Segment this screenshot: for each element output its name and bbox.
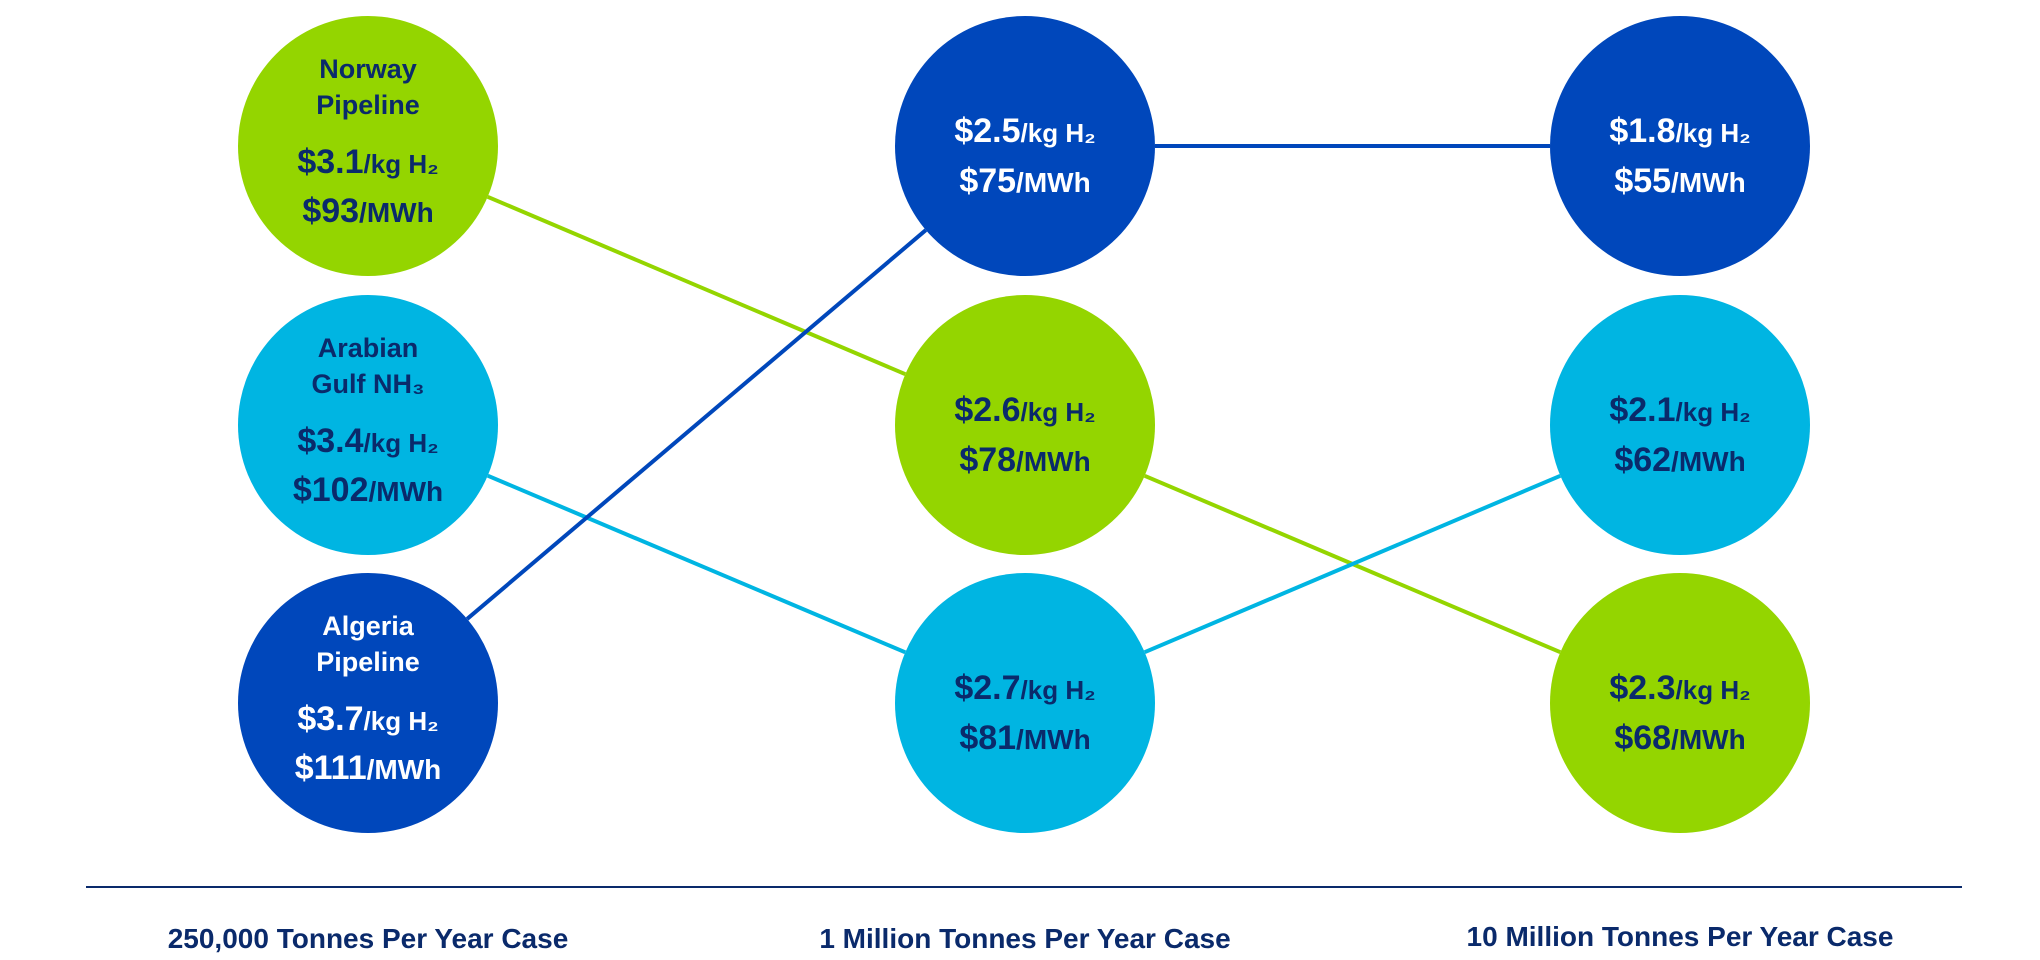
route-link-1-1 <box>1143 473 1562 655</box>
cost-per-kg: $2.6/kg H₂ <box>954 391 1095 429</box>
route-nodes: Norway Pipeline $3.1/kg H₂ $93/MWh $2.6/kg H… <box>238 16 1810 833</box>
route-node: Norway Pipeline $3.1/kg H₂ $93/MWh <box>238 16 498 276</box>
route-node: $2.6/kg H₂ $78/MWh <box>895 295 1155 555</box>
route-node-circle <box>1550 16 1810 276</box>
route-link-0-0 <box>486 194 907 377</box>
route-name-line: Gulf NH₃ <box>312 369 425 399</box>
cost-per-kg: $3.7/kg H₂ <box>297 700 438 738</box>
route-node: $2.3/kg H₂ $68/MWh <box>1550 573 1810 833</box>
route-node-circle <box>238 295 498 555</box>
cost-per-kg: $2.5/kg H₂ <box>954 112 1095 150</box>
route-node: $2.7/kg H₂ $81/MWh <box>895 573 1155 833</box>
column-label-10m: 10 Million Tonnes Per Year Case <box>1467 921 1894 952</box>
cost-per-kg: $2.1/kg H₂ <box>1609 391 1750 429</box>
route-node-circle <box>895 16 1155 276</box>
cost-per-mwh: $102/MWh <box>293 471 443 509</box>
cost-per-mwh: $75/MWh <box>959 162 1090 200</box>
column-label-250k: 250,000 Tonnes Per Year Case <box>168 923 569 954</box>
column-label-1m: 1 Million Tonnes Per Year Case <box>819 923 1230 954</box>
route-name-line: Algeria <box>322 611 415 641</box>
route-link-2-0 <box>465 228 928 621</box>
cost-per-kg: $2.7/kg H₂ <box>954 669 1095 707</box>
cost-per-mwh: $62/MWh <box>1614 441 1745 479</box>
route-node-circle <box>1550 295 1810 555</box>
cost-per-mwh: $111/MWh <box>295 749 442 787</box>
route-node: $2.1/kg H₂ $62/MWh <box>1550 295 1810 555</box>
route-node-circle <box>238 573 498 833</box>
cost-per-mwh: $55/MWh <box>1614 162 1745 200</box>
route-node-circle <box>895 573 1155 833</box>
route-name-line: Norway <box>319 54 417 84</box>
cost-per-mwh: $81/MWh <box>959 719 1090 757</box>
route-name-line: Pipeline <box>316 647 420 677</box>
cost-per-mwh: $78/MWh <box>959 441 1090 479</box>
cost-per-mwh: $68/MWh <box>1614 719 1745 757</box>
route-node: $1.8/kg H₂ $55/MWh <box>1550 16 1810 276</box>
route-links <box>465 144 1562 655</box>
cost-per-kg: $3.1/kg H₂ <box>297 143 438 181</box>
route-node-circle <box>238 16 498 276</box>
cost-per-kg: $3.4/kg H₂ <box>297 422 438 460</box>
route-node: Algeria Pipeline $3.7/kg H₂ $111/MWh <box>238 573 498 833</box>
route-name-line: Pipeline <box>316 90 420 120</box>
route-name-line: Arabian <box>318 333 419 363</box>
cost-per-mwh: $93/MWh <box>302 192 433 230</box>
route-node: Arabian Gulf NH₃ $3.4/kg H₂ $102/MWh <box>238 295 498 555</box>
cost-per-kg: $1.8/kg H₂ <box>1609 112 1750 150</box>
route-link-1-0 <box>486 473 907 655</box>
route-node-circle <box>1550 573 1810 833</box>
route-node: $2.5/kg H₂ $75/MWh <box>895 16 1155 276</box>
route-node-circle <box>895 295 1155 555</box>
cost-per-kg: $2.3/kg H₂ <box>1609 669 1750 707</box>
